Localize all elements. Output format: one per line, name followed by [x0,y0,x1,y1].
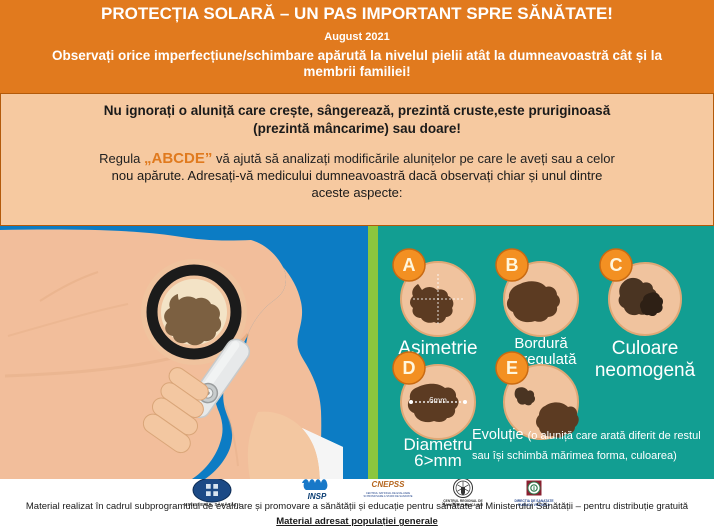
svg-text:C: C [610,255,623,275]
svg-text:D: D [403,358,416,378]
svg-text:A: A [403,255,416,275]
svg-text:6>mm: 6>mm [414,451,462,470]
svg-text:6mm: 6mm [429,396,447,405]
svg-text:INSP: INSP [308,492,327,501]
svg-text:Culoare: Culoare [612,338,679,359]
svg-text:B: B [506,255,519,275]
svg-text:neomogenă: neomogenă [595,360,696,381]
svg-text:Bordură: Bordură [514,335,568,352]
svg-text:CNEPSS: CNEPSS [372,480,406,489]
svg-text:E: E [506,358,518,378]
svg-text:SI PROMOVARE A STARII DE SANAT: SI PROMOVARE A STARII DE SANATATE [363,494,412,498]
